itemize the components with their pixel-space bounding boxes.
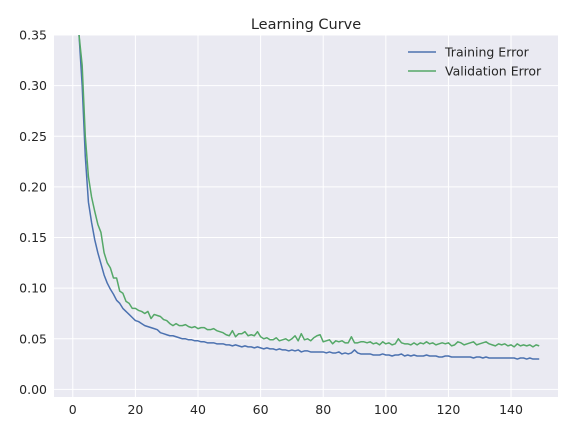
y-tick-label: 0.25 [19, 129, 47, 144]
y-tick-labels: 0.00 0.05 0.10 0.15 0.20 0.25 0.30 0.35 [19, 28, 47, 397]
x-tick-label: 140 [499, 402, 523, 417]
y-tick-label: 0.20 [19, 179, 47, 194]
series-layer [78, 35, 540, 360]
plot-background [54, 35, 558, 397]
legend: Training Error Validation Error [408, 45, 542, 79]
y-tick-label: 0.00 [19, 382, 47, 397]
legend-label: Validation Error [445, 64, 542, 79]
y-tick-label: 0.35 [19, 28, 47, 43]
x-tick-label: 100 [374, 402, 398, 417]
y-tick-label: 0.10 [19, 281, 47, 296]
x-tick-label: 20 [127, 402, 143, 417]
x-tick-labels: 0 20 40 60 80 100 120 140 [69, 402, 523, 417]
y-tick-label: 0.30 [19, 78, 47, 93]
series-line-training-error [78, 35, 540, 360]
x-tick-label: 120 [437, 402, 461, 417]
series-line-validation-error [78, 35, 540, 348]
x-tick-label: 40 [190, 402, 206, 417]
x-tick-label: 60 [253, 402, 269, 417]
x-tick-label: 0 [69, 402, 77, 417]
y-tick-label: 0.15 [19, 230, 47, 245]
chart-title: Learning Curve [251, 17, 361, 33]
legend-label: Training Error [444, 45, 530, 60]
y-tick-label: 0.05 [19, 331, 47, 346]
x-tick-label: 80 [315, 402, 331, 417]
